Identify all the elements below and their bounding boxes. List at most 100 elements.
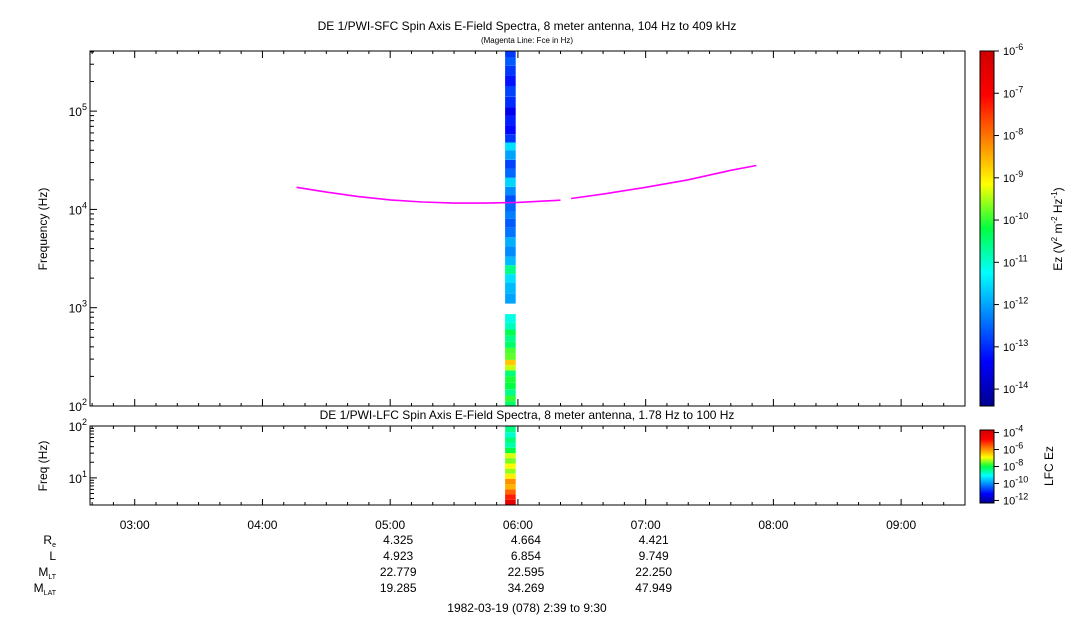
ephemeris-row-label: MLAT <box>34 581 57 597</box>
spectrogram-cell <box>505 389 516 396</box>
spectrogram-cell <box>505 237 516 247</box>
colorbar-tick-label: 10-8 <box>1003 458 1023 474</box>
spectrogram-cell <box>505 376 516 383</box>
ephemeris-value: 22.250 <box>635 565 672 579</box>
ytick-label: 104 <box>69 200 87 217</box>
colorbar-tick-label: 10-4 <box>1003 424 1023 440</box>
spectrogram-cell <box>505 401 516 406</box>
ephemeris-value: 4.664 <box>511 533 541 547</box>
fce-line <box>296 164 757 204</box>
spectrogram-cell <box>505 96 516 108</box>
xtick-label: 03:00 <box>120 518 150 532</box>
colorbar-tick-label: 10-8 <box>1003 127 1023 143</box>
ephemeris-value: 9.749 <box>639 549 669 563</box>
colorbar-tick-label: 10-9 <box>1003 169 1023 185</box>
footer-date-range: 1982-03-19 (078) 2:39 to 9:30 <box>447 601 607 615</box>
colorbar-tick-label: 10-12 <box>1003 491 1028 507</box>
spectrogram-cell <box>505 203 516 212</box>
colorbar-ticks: 10-6 10-7 10-8 10-9 10-10 10-11 10-12 10-13 10-1… <box>994 42 1028 507</box>
spectrogram-cell <box>505 447 516 454</box>
ephemeris-row-label: MLT <box>38 565 56 581</box>
fce-line-segment <box>296 186 561 204</box>
xtick-label: 05:00 <box>375 518 405 532</box>
bottom-panel-title: DE 1/PWI-LFC Spin Axis E-Field Spectra, … <box>320 408 735 422</box>
spectrogram-cell <box>505 282 516 294</box>
top-colorbar <box>979 50 995 407</box>
colorbar-tick-label: 10-11 <box>1003 253 1028 269</box>
spectrogram-cell <box>505 177 516 187</box>
spectrogram-cell <box>505 186 516 196</box>
spectrogram-cell <box>505 329 516 336</box>
spectrogram-cell <box>505 57 516 66</box>
bottom-colorbar-label: LFC Ez <box>1042 446 1056 486</box>
spectrogram-cell <box>505 382 516 390</box>
ephemeris-value: 34.269 <box>508 581 545 595</box>
spectrogram-cell <box>505 426 516 433</box>
spectrogram-cell <box>505 218 516 228</box>
ephemeris-table: Re 4.325 4.664 4.421 L 4.923 6.854 9.749 MLT 22.7… <box>34 533 673 597</box>
spectrogram-cell <box>505 150 516 160</box>
ephemeris-value: 6.854 <box>511 549 541 563</box>
ytick-label: 105 <box>69 102 87 119</box>
xtick-label: 09:00 <box>886 518 916 532</box>
spectrogram-cell <box>505 256 516 266</box>
spectrogram-cell <box>505 353 516 360</box>
top-ylabel: Frequency (Hz) <box>36 188 50 271</box>
spectrogram-cell <box>505 432 516 438</box>
colorbar-tick-label: 10-12 <box>1003 296 1028 312</box>
spectrogram-cell <box>505 65 516 76</box>
fce-line-segment <box>570 164 757 200</box>
colorbar-tick-label: 10-6 <box>1003 42 1023 58</box>
spectrogram-cell <box>505 125 516 135</box>
ytick-label: 102 <box>69 397 87 414</box>
spectrogram-cell <box>505 365 516 371</box>
ephemeris-value: 22.779 <box>380 565 417 579</box>
ytick-label: 103 <box>69 299 87 316</box>
spectrogram-cell <box>505 107 516 116</box>
bottom-colorbar <box>979 429 995 504</box>
xtick-label: 08:00 <box>758 518 788 532</box>
top-plot-frame <box>89 50 966 407</box>
spectrogram-cell <box>505 335 516 342</box>
spectrogram-cell <box>505 347 516 354</box>
spectrogram-cell <box>505 322 516 330</box>
top-colorbar-label: Ez (V2 m-2 Hz-1) <box>1050 187 1065 270</box>
spectrogram-cell <box>505 341 516 348</box>
spectrogram-cell <box>505 142 516 151</box>
bottom-spectrogram-cells <box>505 426 516 505</box>
spectrogram-cell <box>505 437 516 443</box>
ytick-label: 102 <box>69 417 87 434</box>
colorbar-tick-label: 10-10 <box>1003 211 1028 227</box>
colorbar-tick-label: 10-14 <box>1003 380 1028 396</box>
xtick-label: 04:00 <box>247 518 277 532</box>
ephemeris-row-label: Re <box>43 533 56 549</box>
bottom-ylabel: Freq (Hz) <box>36 441 50 492</box>
spectrogram-cell <box>505 489 516 495</box>
colorbar-tick-label: 10-6 <box>1003 441 1023 457</box>
colorbar-tick-label: 10-10 <box>1003 474 1028 490</box>
spectrogram-cell <box>505 227 516 238</box>
top-spectrogram-cells <box>505 51 516 406</box>
spectrogram-cell <box>505 51 516 58</box>
ephemeris-value: 4.923 <box>383 549 413 563</box>
spectrogram-cell <box>505 134 516 143</box>
spectrogram-cell <box>505 473 516 479</box>
spectrogram-cell <box>505 453 516 459</box>
xtick-label: 06:00 <box>503 518 533 532</box>
axis-ticks: 102 103 104 105 101 102 03:00 04:00 05:00 06:00 07… <box>69 51 966 532</box>
spectrogram-cell <box>505 442 516 448</box>
spectrogram-cell <box>505 314 516 323</box>
spectrogram-cell <box>505 395 516 402</box>
spectrogram-cell <box>505 75 516 87</box>
colorbar-tick-label: 10-13 <box>1003 338 1028 354</box>
spectrogram-cell <box>505 499 516 505</box>
spectrogram-cell <box>505 463 516 469</box>
spectrogram-cell <box>505 168 516 178</box>
spectrogram-cell <box>505 211 516 219</box>
ephemeris-value: 19.285 <box>380 581 417 595</box>
ephemeris-value: 4.325 <box>383 533 413 547</box>
colorbar-tick-label: 10-7 <box>1003 84 1023 100</box>
spectrogram-cell <box>505 195 516 204</box>
top-panel-title: DE 1/PWI-SFC Spin Axis E-Field Spectra, … <box>318 19 737 33</box>
spectrogram-cell <box>505 86 516 97</box>
